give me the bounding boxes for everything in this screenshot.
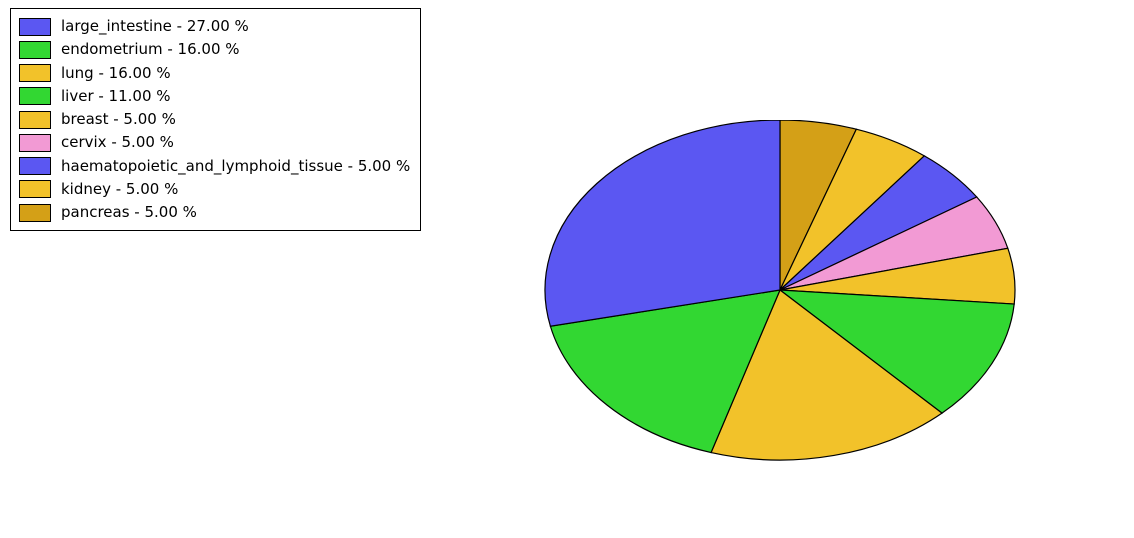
legend-label: breast - 5.00 % (61, 108, 176, 131)
legend-label: haematopoietic_and_lymphoid_tissue - 5.0… (61, 155, 410, 178)
legend-row: liver - 11.00 % (19, 85, 410, 108)
legend-row: haematopoietic_and_lymphoid_tissue - 5.0… (19, 155, 410, 178)
pie-slice-large_intestine (545, 120, 780, 326)
legend-row: kidney - 5.00 % (19, 178, 410, 201)
legend-label: kidney - 5.00 % (61, 178, 178, 201)
legend-swatch (19, 180, 51, 198)
legend-swatch (19, 64, 51, 82)
legend-row: lung - 16.00 % (19, 62, 410, 85)
legend-swatch (19, 134, 51, 152)
legend-swatch (19, 204, 51, 222)
legend-label: endometrium - 16.00 % (61, 38, 240, 61)
legend-row: large_intestine - 27.00 % (19, 15, 410, 38)
legend-swatch (19, 41, 51, 59)
legend-row: pancreas - 5.00 % (19, 201, 410, 224)
legend-label: large_intestine - 27.00 % (61, 15, 249, 38)
pie-chart (540, 120, 1020, 490)
legend-label: lung - 16.00 % (61, 62, 171, 85)
legend-swatch (19, 111, 51, 129)
legend-row: endometrium - 16.00 % (19, 38, 410, 61)
legend-label: pancreas - 5.00 % (61, 201, 197, 224)
legend-swatch (19, 18, 51, 36)
legend-swatch (19, 157, 51, 175)
legend-label: liver - 11.00 % (61, 85, 171, 108)
legend-label: cervix - 5.00 % (61, 131, 174, 154)
chart-legend: large_intestine - 27.00 %endometrium - 1… (10, 8, 421, 231)
legend-row: cervix - 5.00 % (19, 131, 410, 154)
legend-row: breast - 5.00 % (19, 108, 410, 131)
legend-swatch (19, 87, 51, 105)
